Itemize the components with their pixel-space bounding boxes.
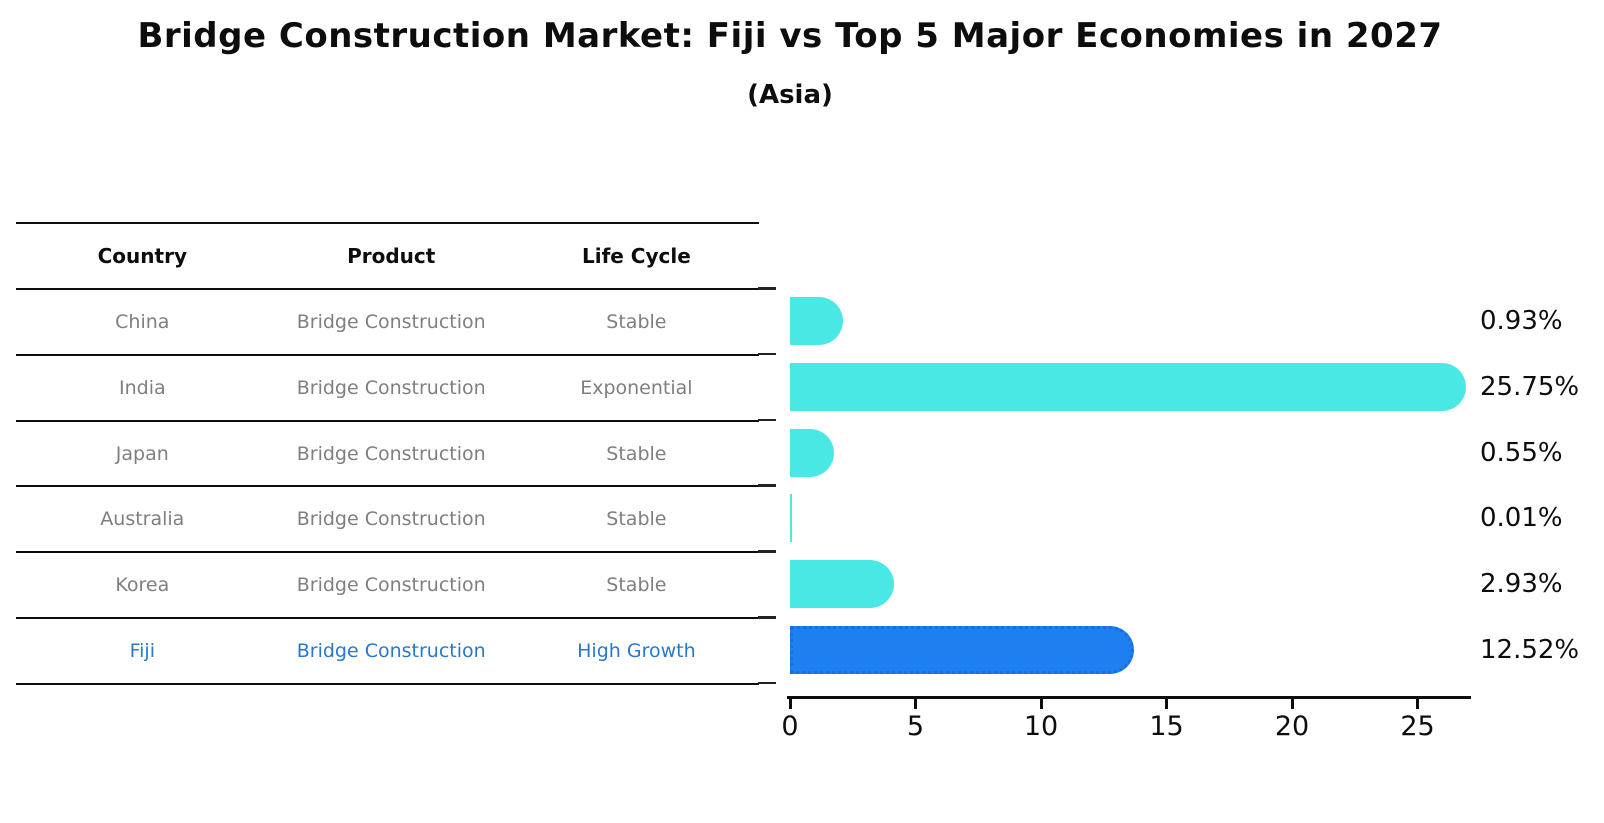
bar-korea bbox=[790, 560, 894, 609]
value-label-china: 0.93% bbox=[1480, 305, 1563, 336]
cell-product: Bridge Construction bbox=[296, 310, 486, 333]
y-tick-mark bbox=[758, 418, 776, 422]
chart-subtitle: (Asia) bbox=[747, 80, 833, 110]
x-tick-mark bbox=[1416, 699, 1419, 709]
value-label-korea: 2.93% bbox=[1480, 569, 1563, 600]
cell-life-cycle: Stable bbox=[606, 442, 667, 465]
cell-life-cycle: Stable bbox=[606, 574, 667, 597]
x-tick-mark bbox=[1290, 699, 1294, 709]
x-tick-mark bbox=[788, 699, 792, 709]
cell-life-cycle: Stable bbox=[606, 508, 667, 531]
cell-product: Bridge Construction bbox=[296, 574, 486, 597]
cell-country: China bbox=[115, 310, 170, 333]
value-label-japan: 0.55% bbox=[1480, 437, 1563, 468]
x-tick-mark bbox=[914, 699, 917, 709]
cell-country: Japan bbox=[115, 442, 169, 465]
cell-country: India bbox=[118, 376, 166, 399]
bar-china bbox=[790, 296, 844, 345]
x-tick-label: 15 bbox=[1149, 711, 1184, 742]
x-tick-label: 0 bbox=[781, 711, 799, 742]
y-tick-mark bbox=[758, 352, 776, 356]
cell-country: Fiji bbox=[129, 640, 155, 663]
table-row: India Bridge Construction Exponential bbox=[16, 356, 759, 422]
x-tick-label: 10 bbox=[1023, 711, 1059, 742]
table-row: Korea Bridge Construction Stable bbox=[16, 553, 759, 620]
table-row: China Bridge Construction Stable bbox=[16, 290, 759, 356]
x-tick-mark bbox=[1165, 699, 1168, 709]
x-tick-mark bbox=[1039, 699, 1043, 709]
cell-country: Korea bbox=[115, 574, 170, 597]
chart-title: Bridge Construction Market: Fiji vs Top … bbox=[137, 16, 1443, 56]
cell-product: Bridge Construction bbox=[296, 508, 486, 531]
x-axis-line bbox=[787, 696, 1471, 699]
y-tick-mark bbox=[758, 484, 776, 487]
y-tick-mark bbox=[758, 287, 776, 290]
x-tick-label: 5 bbox=[906, 711, 925, 742]
y-tick-mark bbox=[758, 550, 776, 553]
table-row: Australia Bridge Construction Stable bbox=[16, 487, 759, 554]
bar-japan bbox=[790, 428, 834, 477]
x-tick-label: 20 bbox=[1274, 711, 1310, 742]
value-label-australia: 0.01% bbox=[1480, 503, 1563, 534]
value-label-india: 25.75% bbox=[1480, 371, 1580, 402]
table-header-row: Country Product Life Cycle bbox=[16, 224, 759, 290]
cell-life-cycle: Stable bbox=[606, 310, 667, 333]
x-tick-label: 25 bbox=[1400, 711, 1435, 742]
column-header-product: Product bbox=[347, 244, 436, 268]
table-row: Fiji Bridge Construction High Growth bbox=[16, 619, 759, 685]
column-header-country: Country bbox=[97, 244, 187, 268]
value-label-fiji: 12.52% bbox=[1480, 635, 1580, 666]
cell-life-cycle: High Growth bbox=[577, 640, 696, 663]
table-row: Japan Bridge Construction Stable bbox=[16, 422, 759, 488]
bar-australia bbox=[790, 494, 792, 543]
column-header-life-cycle: Life Cycle bbox=[581, 244, 691, 268]
y-tick-mark bbox=[758, 616, 776, 619]
country-table: Country Product Life Cycle China Bridge … bbox=[16, 222, 759, 685]
cell-product: Bridge Construction bbox=[296, 376, 486, 399]
y-tick-mark bbox=[758, 681, 776, 685]
cell-life-cycle: Exponential bbox=[580, 376, 693, 399]
cell-product: Bridge Construction bbox=[296, 442, 486, 465]
bar-india bbox=[790, 362, 1467, 411]
bar-fiji bbox=[790, 626, 1135, 675]
cell-country: Australia bbox=[100, 508, 185, 531]
cell-product: Bridge Construction bbox=[296, 640, 486, 663]
